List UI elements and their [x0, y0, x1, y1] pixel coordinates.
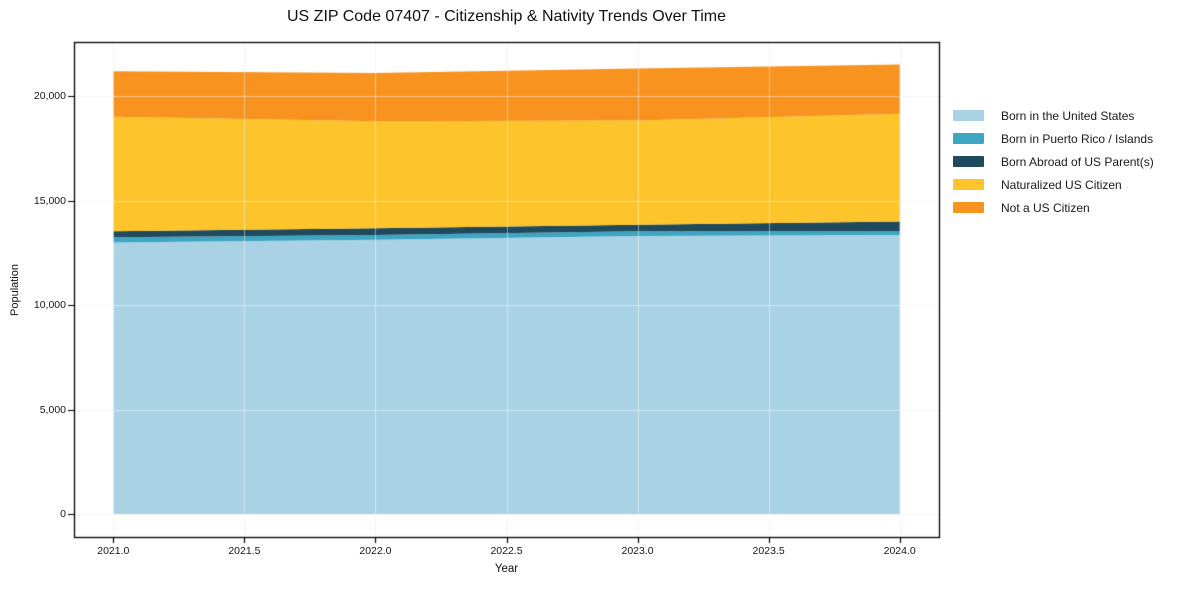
x-tick-label: 2021.0 [97, 545, 130, 557]
legend-item-label: Born in the United States [1001, 108, 1135, 123]
x-tick-label: 2023.0 [621, 545, 654, 557]
y-tick-label: 10,000 [33, 299, 66, 312]
legend-swatch [953, 179, 984, 190]
legend-item: Born in the United States [953, 104, 1154, 127]
legend-swatch [953, 110, 984, 121]
x-tick-label: 2024.0 [883, 545, 916, 557]
x-tick-label: 2022.0 [359, 545, 392, 557]
y-tick-label: 0 [60, 508, 66, 521]
y-tick-label: 15,000 [33, 194, 66, 207]
legend-swatch [953, 133, 984, 144]
x-tick-label: 2023.5 [752, 545, 785, 557]
legend-item-label: Born in Puerto Rico / Islands [1001, 131, 1154, 146]
y-tick-label: 5,000 [39, 403, 66, 416]
legend-item: Born in Puerto Rico / Islands [953, 127, 1154, 150]
legend-item: Naturalized US Citizen [953, 173, 1154, 196]
legend-item: Not a US Citizen [953, 196, 1154, 219]
chart-title: US ZIP Code 07407 - Citizenship & Nativi… [287, 8, 726, 25]
legend: Born in the United States Born in Puerto … [953, 104, 1154, 219]
x-axis-label: Year [494, 563, 519, 575]
x-tick-label: 2021.5 [228, 545, 261, 557]
legend-item-label: Naturalized US Citizen [1001, 177, 1122, 192]
x-tick-label: 2022.5 [490, 545, 523, 557]
legend-swatch [953, 156, 984, 167]
legend-item: Born Abroad of US Parent(s) [953, 150, 1154, 173]
legend-swatch [953, 202, 984, 213]
y-tick-label: 20,000 [33, 90, 66, 103]
legend-item-label: Not a US Citizen [1001, 200, 1090, 215]
legend-item-label: Born Abroad of US Parent(s) [1001, 154, 1154, 169]
